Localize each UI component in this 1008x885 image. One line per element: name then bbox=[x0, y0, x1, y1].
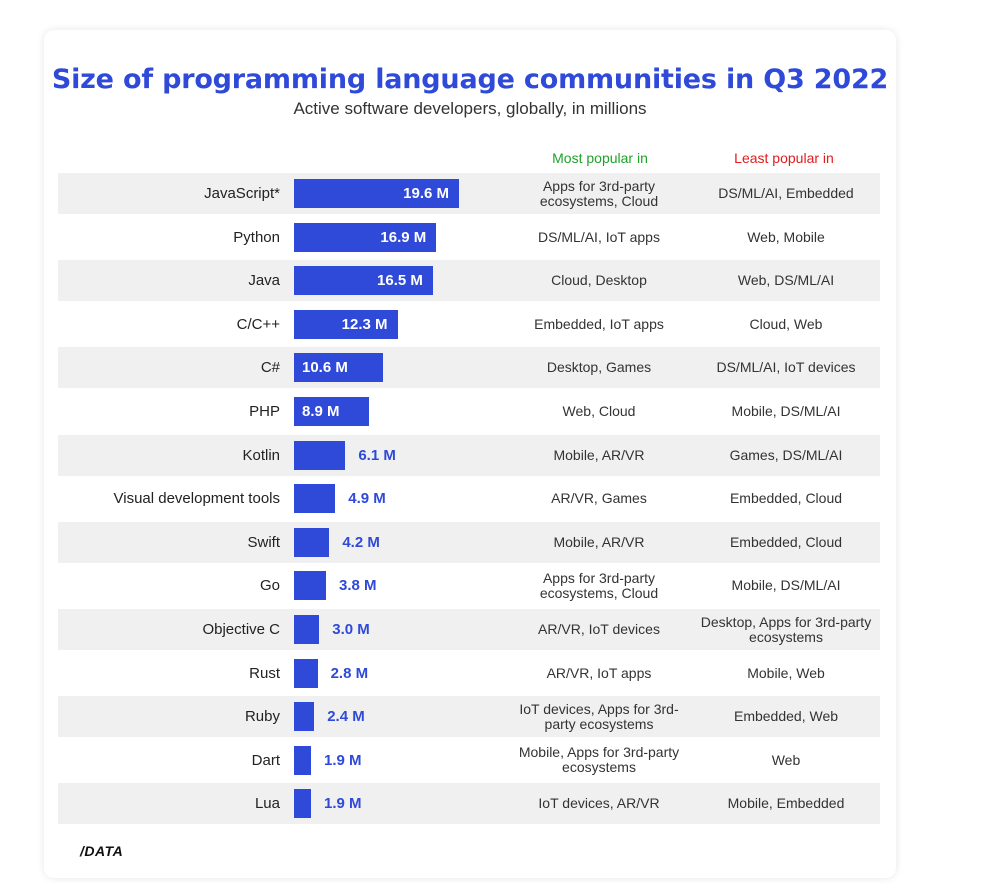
bar bbox=[294, 571, 326, 601]
bar-value-label: 4.2 M bbox=[342, 533, 380, 551]
language-label: Python bbox=[233, 228, 280, 246]
most-popular-cell: IoT devices, AR/VR bbox=[538, 795, 660, 812]
bar bbox=[294, 179, 459, 208]
bar bbox=[294, 615, 320, 644]
slashdata-logo: /DATA bbox=[80, 843, 124, 859]
most-popular-cell: DS/ML/AI, IoT apps bbox=[538, 228, 660, 245]
chart-title: Size of programming language communities… bbox=[51, 64, 889, 95]
language-label: Swift bbox=[247, 533, 280, 551]
least-popular-header: Least popular in bbox=[734, 150, 834, 166]
bar bbox=[294, 789, 311, 819]
language-label: PHP bbox=[249, 403, 280, 420]
bar-value-label: 3.8 M bbox=[338, 577, 377, 595]
language-label: JavaScript* bbox=[204, 185, 280, 202]
bar-value-label: 4.9 M bbox=[348, 490, 386, 508]
least-popular-cell: Mobile, DS/ML/AI bbox=[731, 403, 841, 419]
table-row: Objective C 3.0 M AR/VR, IoT devices Deskto… bbox=[58, 609, 880, 650]
bar bbox=[294, 309, 398, 339]
table-row: Dart 1.9 M Mobile, Apps for 3rd-party ecos… bbox=[58, 740, 880, 781]
bar-value-label: 2.4 M bbox=[327, 708, 365, 726]
table-row: C/C++ 12.3 M Embedded, IoT apps Cloud, Web bbox=[58, 304, 880, 345]
least-popular-cell: Desktop, Apps for 3rd-party ecosystems bbox=[700, 613, 872, 645]
language-label: Ruby bbox=[244, 708, 280, 726]
least-popular-cell: Web, DS/ML/AI bbox=[737, 272, 835, 289]
most-popular-cell: Mobile, Apps for 3rd-party ecosystems bbox=[518, 744, 680, 776]
table-row: JavaScript* 19.6 M Apps for 3rd-party ecos… bbox=[58, 173, 880, 214]
bar-value-label: 3.0 M bbox=[332, 621, 370, 638]
bar-value-label: 16.5 M bbox=[377, 272, 423, 290]
bar-value-label: 12.3 M bbox=[341, 315, 388, 333]
least-popular-cell: Mobile, Web bbox=[747, 664, 825, 681]
language-label: Java bbox=[248, 272, 280, 290]
bar-value-label: 19.6 M bbox=[403, 185, 449, 202]
language-label: Dart bbox=[251, 751, 280, 769]
table-row: Kotlin 6.1 M Mobile, AR/VR Games, DS/ML/AI bbox=[58, 434, 880, 476]
most-popular-cell: Apps for 3rd-party ecosystems, Cloud bbox=[539, 569, 659, 601]
most-popular-cell: Desktop, Games bbox=[546, 359, 652, 376]
least-popular-cell: Embedded, Web bbox=[733, 708, 839, 725]
bar bbox=[294, 440, 346, 470]
language-label: C/C++ bbox=[236, 315, 280, 333]
table-row: PHP 8.9 M Web, Cloud Mobile, DS/ML/AI bbox=[58, 391, 880, 432]
most-popular-cell: Mobile, AR/VR bbox=[553, 446, 645, 463]
bar bbox=[294, 222, 437, 252]
least-popular-cell: Cloud, Web bbox=[749, 315, 823, 332]
bar-value-label: 10.6 M bbox=[302, 359, 348, 377]
most-popular-cell: Cloud, Desktop bbox=[551, 272, 647, 289]
table-row: Java 16.5 M Cloud, Desktop Web, DS/ML/AI bbox=[58, 260, 880, 302]
bar-value-label: 1.9 M bbox=[324, 795, 362, 813]
table-row: Lua 1.9 M IoT devices, AR/VR Mobile, Embedd… bbox=[58, 783, 880, 825]
most-popular-cell: AR/VR, IoT apps bbox=[546, 664, 652, 681]
table-row: Visual development tools 4.9 M AR/VR, Game… bbox=[58, 478, 880, 519]
chart-subtitle: Active software developers, globally, in… bbox=[293, 99, 647, 118]
bar bbox=[294, 484, 336, 514]
bar bbox=[294, 658, 318, 688]
least-popular-cell: DS/ML/AI, IoT devices bbox=[716, 359, 856, 376]
bar bbox=[294, 353, 384, 383]
least-popular-cell: Games, DS/ML/AI bbox=[729, 446, 843, 463]
least-popular-cell: Web bbox=[771, 751, 801, 768]
language-label: Kotlin bbox=[242, 446, 280, 464]
table-row: Ruby 2.4 M IoT devices, Apps for 3rd-party… bbox=[58, 696, 880, 738]
table-row: Rust 2.8 M AR/VR, IoT apps Mobile, Web bbox=[58, 653, 880, 694]
table-row: Swift 4.2 M Mobile, AR/VR Embedded, Cloud bbox=[58, 521, 880, 563]
least-popular-cell: Web, Mobile bbox=[747, 228, 825, 245]
bar-value-label: 2.8 M bbox=[330, 664, 369, 682]
language-label: Lua bbox=[254, 795, 280, 813]
language-label: Visual development tools bbox=[113, 490, 281, 508]
least-popular-cell: Embedded, Cloud bbox=[729, 533, 843, 550]
most-popular-cell: Mobile, AR/VR bbox=[553, 533, 645, 550]
table-row: C# 10.6 M Desktop, Games DS/ML/AI, IoT devi… bbox=[58, 347, 880, 389]
least-popular-cell: DS/ML/AI, Embedded bbox=[718, 185, 854, 201]
bar bbox=[294, 702, 315, 732]
most-popular-cell: Embedded, IoT apps bbox=[534, 315, 664, 332]
language-label: Objective C bbox=[202, 621, 280, 638]
table-row: Python 16.9 M DS/ML/AI, IoT apps Web, Mobil… bbox=[58, 217, 880, 258]
bar bbox=[294, 745, 311, 775]
bar-value-label: 16.9 M bbox=[380, 228, 427, 246]
language-label: Go bbox=[259, 577, 280, 595]
most-popular-cell: Web, Cloud bbox=[562, 403, 636, 419]
bar-value-label: 1.9 M bbox=[324, 751, 362, 769]
most-popular-cell: IoT devices, Apps for 3rd-party ecosyste… bbox=[519, 700, 679, 732]
least-popular-cell: Embedded, Cloud bbox=[729, 490, 843, 507]
most-popular-cell: Apps for 3rd-party ecosystems, Cloud bbox=[539, 177, 659, 209]
bar-value-label: 8.9 M bbox=[302, 403, 340, 420]
most-popular-cell: AR/VR, IoT devices bbox=[538, 621, 660, 637]
language-label: Rust bbox=[249, 664, 280, 682]
least-popular-cell: Mobile, DS/ML/AI bbox=[731, 577, 841, 594]
bar-value-label: 6.1 M bbox=[358, 446, 396, 464]
least-popular-cell: Mobile, Embedded bbox=[727, 795, 845, 812]
bar bbox=[294, 397, 369, 426]
table-row: Go 3.8 M Apps for 3rd-party ecosystems, Cl… bbox=[58, 565, 880, 606]
bar bbox=[294, 527, 330, 557]
language-label: C# bbox=[260, 359, 280, 377]
bar bbox=[294, 266, 433, 296]
most-popular-header: Most popular in bbox=[552, 150, 648, 166]
most-popular-cell: AR/VR, Games bbox=[551, 490, 647, 507]
